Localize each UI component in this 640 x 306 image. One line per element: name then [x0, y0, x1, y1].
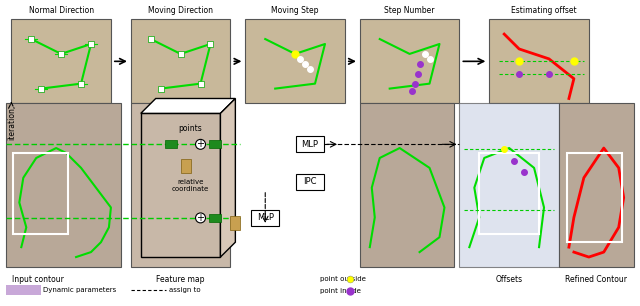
Text: Normal Direction: Normal Direction: [29, 6, 93, 15]
Bar: [479, 152, 539, 234]
Bar: [180, 159, 191, 173]
Bar: [28, 36, 35, 42]
Bar: [360, 103, 454, 267]
Polygon shape: [220, 99, 236, 257]
Text: Moving Step: Moving Step: [271, 6, 319, 15]
FancyBboxPatch shape: [296, 136, 324, 152]
Text: assign to: assign to: [169, 287, 200, 293]
Text: points: points: [179, 124, 202, 133]
Bar: [164, 140, 177, 148]
Bar: [131, 103, 230, 267]
Circle shape: [196, 139, 205, 149]
Text: IPC: IPC: [303, 177, 317, 186]
Text: relative
coordinate: relative coordinate: [172, 179, 209, 192]
Bar: [245, 19, 345, 103]
Text: Estimating offset: Estimating offset: [511, 6, 577, 15]
Bar: [6, 103, 121, 267]
Bar: [489, 19, 589, 103]
Bar: [178, 51, 184, 57]
Circle shape: [196, 213, 205, 223]
Text: point inside: point inside: [320, 288, 361, 294]
FancyBboxPatch shape: [252, 210, 279, 226]
Text: Step Number: Step Number: [385, 6, 435, 15]
Bar: [460, 103, 559, 267]
Polygon shape: [141, 99, 236, 113]
Bar: [559, 103, 634, 267]
Text: Offsets: Offsets: [495, 275, 523, 284]
Bar: [230, 216, 241, 230]
Text: +: +: [196, 213, 205, 223]
FancyBboxPatch shape: [296, 174, 324, 190]
Text: iteration: iteration: [8, 107, 17, 140]
Bar: [209, 140, 221, 148]
Bar: [58, 51, 64, 57]
Bar: [131, 19, 230, 103]
Bar: [148, 36, 154, 42]
Text: +: +: [196, 139, 205, 149]
Bar: [207, 41, 214, 47]
Bar: [38, 86, 44, 91]
Bar: [360, 19, 460, 103]
Bar: [209, 214, 221, 222]
Text: MLP: MLP: [257, 213, 274, 222]
Text: Moving Direction: Moving Direction: [148, 6, 213, 15]
Bar: [13, 152, 68, 234]
Bar: [88, 41, 94, 47]
Bar: [567, 152, 621, 242]
Text: Dynamic parameters: Dynamic parameters: [44, 287, 116, 293]
Bar: [6, 285, 41, 295]
Bar: [198, 81, 204, 87]
Text: point outside: point outside: [320, 276, 366, 282]
Text: Feature map: Feature map: [156, 275, 205, 284]
Text: Input contour: Input contour: [12, 275, 64, 284]
Text: MLP: MLP: [301, 140, 319, 149]
Bar: [157, 86, 164, 91]
Bar: [78, 81, 84, 87]
Text: Refined Contour: Refined Contour: [564, 275, 627, 284]
Bar: [12, 19, 111, 103]
